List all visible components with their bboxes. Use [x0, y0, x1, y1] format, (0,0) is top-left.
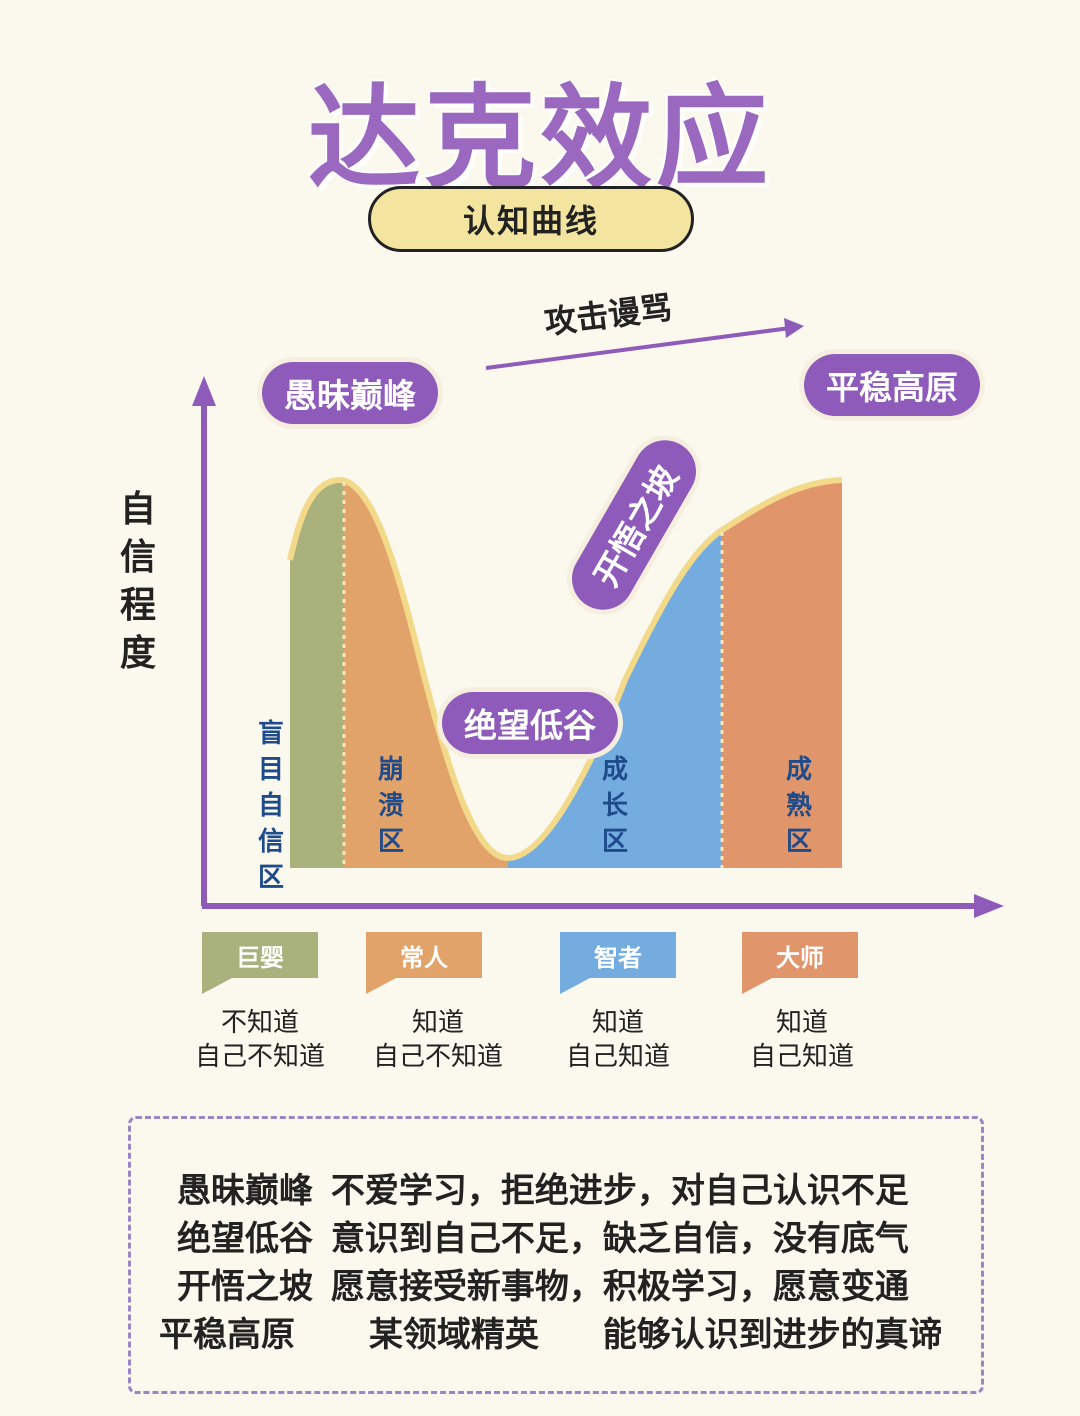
tag-pointer [202, 978, 232, 994]
subtitle-badge: 认知曲线 [368, 186, 694, 252]
tag-pointer [742, 978, 772, 994]
summary-row-peak: 愚昧巅峰 不爱学习，拒绝进步，对自己认识不足 [177, 1163, 909, 1212]
summary-row-plateau: 平稳高原 某领域精英 能够认识到进步的真谛 [159, 1307, 943, 1356]
stage-plateau-pill: 平稳高原 [804, 354, 980, 416]
summary-box: 愚昧巅峰 不爱学习，拒绝进步，对自己认识不足 绝望低谷 意识到自己不足，缺乏自信… [128, 1116, 984, 1394]
tag-label: 巨婴 [202, 932, 318, 978]
person-tag-wise: 智者 [560, 932, 676, 994]
y-axis-label: 自 信 程 度 [119, 489, 156, 674]
curve-outline [287, 477, 843, 862]
summary-row-valley: 绝望低谷 意识到自己不足，缺乏自信，没有底气 [177, 1211, 909, 1260]
summary-stage: 开悟之坡 [177, 1267, 313, 1307]
zone-label-blind: 盲 目 自 信 区 [257, 719, 284, 893]
zone-label-growth: 成 长 区 [601, 755, 628, 857]
summary-text: 某领域精英 [368, 1315, 539, 1355]
person-tag-master: 大师 [742, 932, 858, 994]
person-tag-giant-baby: 巨婴 [202, 932, 318, 994]
tag-label: 常人 [366, 932, 482, 978]
zone-fill-collapse [344, 479, 508, 868]
page-title: 达克效应 [308, 74, 772, 204]
summary-text: 愿意接受新事物，积极学习，愿意变通 [330, 1267, 909, 1307]
tag-pointer [366, 978, 396, 994]
person-desc-wise: 知道 自己知道 [565, 1008, 670, 1072]
trend-arrow-head [784, 318, 804, 338]
summary-row-slope: 开悟之坡 愿意接受新事物，积极学习，愿意变通 [177, 1259, 909, 1308]
summary-stage: 愚昧巅峰 [177, 1171, 313, 1211]
person-desc-master: 知道 自己知道 [749, 1008, 854, 1072]
zone-label-mature: 成 熟 区 [785, 755, 812, 857]
summary-text-2: 能够认识到进步的真谛 [602, 1315, 943, 1355]
person-desc-giant-baby: 不知道 自己不知道 [194, 1008, 325, 1072]
stage-valley-pill: 绝望低谷 [442, 692, 618, 754]
stage-peak-pill: 愚昧巅峰 [262, 362, 438, 424]
zone-fill-blind [290, 479, 344, 868]
person-desc-ordinary: 知道 自己不知道 [372, 1008, 503, 1072]
person-tag-ordinary: 常人 [366, 932, 482, 994]
y-axis-arrow [192, 376, 216, 406]
x-axis-arrow [974, 894, 1004, 918]
zone-label-collapse: 崩 溃 区 [377, 755, 404, 857]
tag-pointer [560, 978, 590, 994]
summary-text: 不爱学习，拒绝进步，对自己认识不足 [330, 1171, 909, 1211]
summary-stage: 绝望低谷 [177, 1219, 313, 1259]
zone-fill-mature [722, 479, 842, 868]
tag-label: 智者 [560, 932, 676, 978]
summary-stage: 平稳高原 [159, 1315, 295, 1355]
trend-arrow-line [485, 326, 791, 370]
summary-text: 意识到自己不足，缺乏自信，没有底气 [330, 1219, 909, 1259]
tag-label: 大师 [742, 932, 858, 978]
